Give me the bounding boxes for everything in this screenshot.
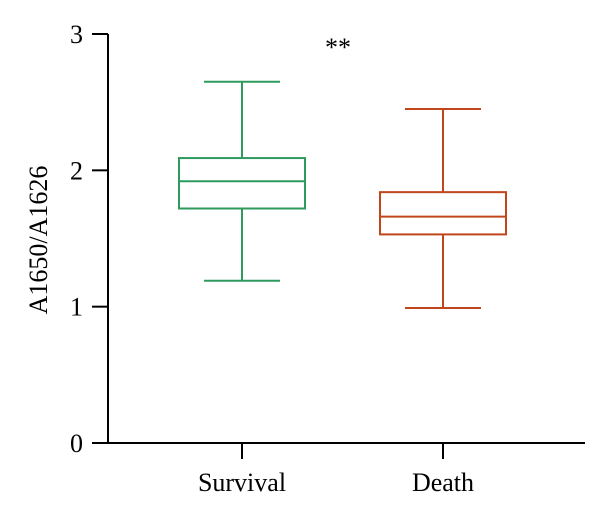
y-tick-label: 0 <box>70 429 83 458</box>
y-axis: 0 1 2 3 <box>70 20 109 458</box>
y-tick-label: 2 <box>70 156 83 185</box>
box-death <box>379 107 507 310</box>
y-tick-label: 1 <box>70 293 83 322</box>
box-survival <box>178 80 306 282</box>
y-axis-label: A1650/A1626 <box>24 166 53 315</box>
y-tick-label: 3 <box>70 20 83 49</box>
iqr-box <box>379 191 507 236</box>
box-group <box>178 80 507 310</box>
iqr-box <box>178 157 306 210</box>
x-tick-label: Death <box>412 468 474 497</box>
x-axis: Survival Death <box>108 442 585 497</box>
significance-annotation: ** <box>325 33 351 62</box>
x-tick-label: Survival <box>198 468 286 497</box>
